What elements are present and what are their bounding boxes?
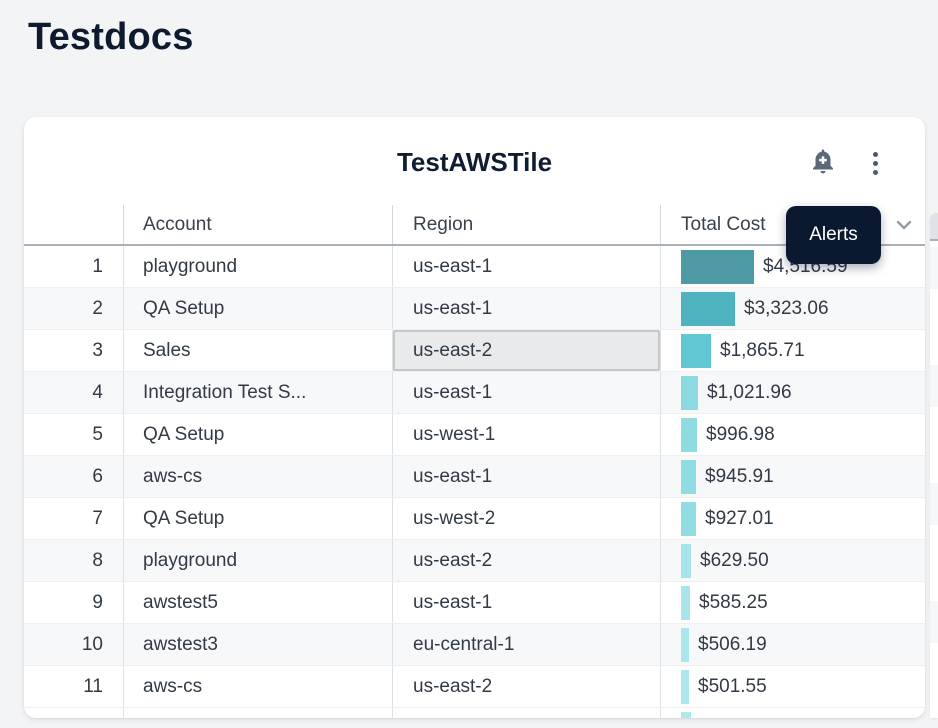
total-cost-cell[interactable]: $4,516.59 — [660, 246, 925, 287]
total-cost-cell[interactable]: $585.25 — [660, 582, 925, 623]
table-header-row: Account Region Total Cost — [24, 205, 925, 246]
tile-actions — [807, 147, 891, 179]
table-row-partial — [24, 708, 925, 718]
region-cell[interactable]: us-east-1 — [392, 582, 660, 623]
row-number-cell: 4 — [92, 381, 103, 403]
account-cell[interactable]: QA Setup — [123, 414, 392, 455]
cost-bar — [681, 627, 689, 662]
tile-menu-button[interactable] — [859, 147, 891, 179]
account-cell[interactable]: aws-cs — [123, 456, 392, 497]
region-cell[interactable]: us-east-1 — [392, 288, 660, 329]
header-row-number — [24, 205, 123, 244]
alerts-tooltip: Alerts — [786, 206, 881, 264]
region-cell[interactable]: eu-central-1 — [392, 624, 660, 665]
total-cost-cell[interactable]: $927.01 — [660, 498, 925, 539]
table-row: 10 awstest3 eu-central-1 $506.19 — [24, 624, 925, 666]
account-cell[interactable]: QA Setup — [123, 498, 392, 539]
cost-bar — [681, 585, 690, 620]
table-row: 1 playground us-east-1 $4,516.59 — [24, 246, 925, 288]
region-cell[interactable]: us-east-2 — [392, 666, 660, 707]
row-number-cell: 6 — [92, 465, 103, 487]
cost-value: $1,021.96 — [707, 381, 792, 403]
total-cost-cell[interactable]: $629.50 — [660, 540, 925, 581]
region-cell[interactable]: us-east-1 — [392, 456, 660, 497]
row-number-cell: 2 — [92, 297, 103, 319]
cost-value: $996.98 — [706, 423, 775, 445]
header-total-cost[interactable]: Total Cost — [660, 205, 925, 244]
cost-bar — [681, 375, 698, 410]
cost-bar — [681, 712, 691, 718]
row-number-cell: 7 — [92, 507, 103, 529]
cost-value: $1,865.71 — [720, 339, 805, 361]
account-cell[interactable]: awstest5 — [123, 582, 392, 623]
region-cell[interactable]: us-west-1 — [392, 414, 660, 455]
tooltip-label: Alerts — [809, 224, 858, 245]
cost-bar — [681, 459, 696, 494]
alerts-button[interactable] — [807, 147, 839, 179]
cost-value: $506.19 — [698, 633, 767, 655]
cost-bar — [681, 333, 711, 368]
account-cell[interactable]: awstest3 — [123, 624, 392, 665]
cost-value: $501.55 — [698, 675, 767, 697]
total-cost-cell[interactable]: $1,865.71 — [660, 330, 925, 371]
region-cell[interactable]: us-east-1 — [392, 246, 660, 287]
region-cell[interactable]: us-west-2 — [392, 498, 660, 539]
row-number-cell: 3 — [92, 339, 103, 361]
cost-table: Account Region Total Cost 1 playground us-… — [24, 205, 925, 718]
cost-bar — [681, 291, 735, 326]
cost-bar — [681, 417, 697, 452]
table-row: 9 awstest5 us-east-1 $585.25 — [24, 582, 925, 624]
cost-bar — [681, 669, 689, 704]
chevron-down-icon[interactable] — [895, 218, 913, 232]
adjacent-tile-header — [930, 213, 938, 241]
account-cell[interactable]: playground — [123, 246, 392, 287]
kebab-menu-icon — [872, 151, 878, 175]
row-number-cell: 5 — [92, 423, 103, 445]
notification-add-icon — [808, 147, 838, 180]
tile-title: TestAWSTile — [396, 147, 553, 177]
cost-value: $629.50 — [700, 549, 769, 571]
account-cell[interactable]: aws-cs — [123, 666, 392, 707]
total-cost-cell[interactable]: $501.55 — [660, 666, 925, 707]
cost-bar — [681, 543, 691, 578]
cost-value: $927.01 — [705, 507, 774, 529]
row-number-cell: 11 — [83, 675, 103, 697]
table-row: 8 playground us-east-2 $629.50 — [24, 540, 925, 582]
total-cost-cell[interactable]: $506.19 — [660, 624, 925, 665]
table-row: 6 aws-cs us-east-1 $945.91 — [24, 456, 925, 498]
cost-value: $585.25 — [699, 591, 768, 613]
total-cost-cell[interactable]: $945.91 — [660, 456, 925, 497]
page-title: Testdocs — [28, 16, 194, 58]
account-cell[interactable]: Sales — [123, 330, 392, 371]
table-row: 2 QA Setup us-east-1 $3,323.06 — [24, 288, 925, 330]
adjacent-tile-edge — [930, 213, 938, 718]
header-region[interactable]: Region — [392, 205, 660, 244]
total-cost-cell[interactable]: $1,021.96 — [660, 372, 925, 413]
account-cell[interactable]: Integration Test S... — [123, 372, 392, 413]
total-cost-cell[interactable]: $3,323.06 — [660, 288, 925, 329]
table-row: 7 QA Setup us-west-2 $927.01 — [24, 498, 925, 540]
region-cell[interactable]: us-east-1 — [392, 372, 660, 413]
table-row: 5 QA Setup us-west-1 $996.98 — [24, 414, 925, 456]
region-cell-selected[interactable]: us-east-2 — [392, 330, 660, 371]
table-row: 3 Sales us-east-2 $1,865.71 — [24, 330, 925, 372]
total-cost-cell[interactable]: $996.98 — [660, 414, 925, 455]
cost-bar — [681, 501, 696, 536]
table-row: 11 aws-cs us-east-2 $501.55 — [24, 666, 925, 708]
cost-bar — [681, 249, 754, 284]
row-number-cell: 9 — [92, 591, 103, 613]
table-row: 4 Integration Test S... us-east-1 $1,021.96 — [24, 372, 925, 414]
row-number-cell: 10 — [81, 633, 103, 655]
header-account[interactable]: Account — [123, 205, 392, 244]
account-cell[interactable]: QA Setup — [123, 288, 392, 329]
row-number-cell: 1 — [92, 255, 103, 277]
region-cell[interactable]: us-east-2 — [392, 540, 660, 581]
cost-value: $3,323.06 — [744, 297, 829, 319]
tile-card: TestAWSTile Account Region Total Cost — [24, 117, 925, 718]
account-cell[interactable]: playground — [123, 540, 392, 581]
cost-value: $945.91 — [705, 465, 774, 487]
row-number-cell: 8 — [92, 549, 103, 571]
